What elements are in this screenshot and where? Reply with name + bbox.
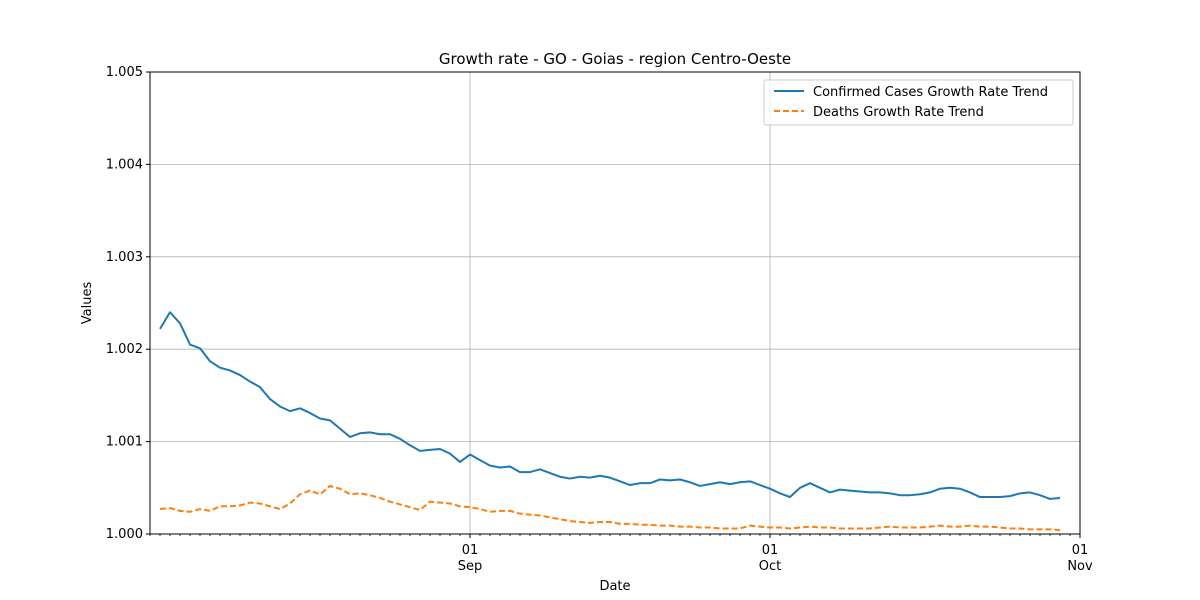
y-tick-label: 1.005 — [106, 65, 143, 80]
x-tick-label-month: Nov — [1067, 559, 1093, 574]
y-tick-label: 1.002 — [106, 342, 143, 357]
y-tick-label: 1.001 — [106, 435, 143, 450]
y-tick-label: 1.004 — [106, 157, 143, 172]
x-tick-label-month: Oct — [759, 559, 781, 574]
legend-label-deaths: Deaths Growth Rate Trend — [813, 105, 984, 120]
y-axis: 1.000 1.001 1.002 1.003 1.004 1.005 — [106, 65, 150, 542]
x-axis-label: Date — [599, 579, 630, 594]
series-layer — [159, 311, 1061, 532]
x-tick-label-day: 01 — [462, 543, 479, 558]
y-tick-label: 1.003 — [106, 250, 143, 265]
series-line-confirmed — [159, 311, 1061, 500]
plot-frame — [149, 71, 1081, 535]
y-axis-label: Values — [80, 282, 95, 325]
y-tick-label: 1.000 — [106, 527, 143, 542]
legend: Confirmed Cases Growth Rate Trend Deaths… — [763, 79, 1074, 126]
x-tick-label-day: 01 — [762, 543, 779, 558]
series-line-deaths — [159, 484, 1061, 532]
legend-label-confirmed: Confirmed Cases Growth Rate Trend — [813, 85, 1048, 100]
chart-title: Growth rate - GO - Goias - region Centro… — [439, 50, 791, 68]
x-tick-label-month: Sep — [458, 559, 483, 574]
legend-box — [763, 79, 1074, 126]
x-tick-label-day: 01 — [1072, 543, 1089, 558]
